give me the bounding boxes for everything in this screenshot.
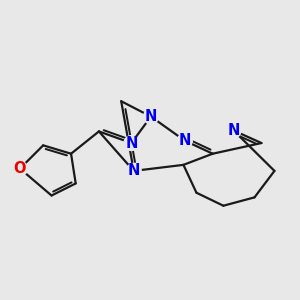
Text: N: N <box>125 136 138 151</box>
Circle shape <box>126 164 141 178</box>
Circle shape <box>13 161 27 176</box>
Text: N: N <box>227 123 240 138</box>
Circle shape <box>124 136 139 151</box>
Text: N: N <box>128 164 140 178</box>
Circle shape <box>226 123 241 138</box>
Text: N: N <box>145 109 157 124</box>
Text: N: N <box>178 133 191 148</box>
Circle shape <box>143 109 158 124</box>
Circle shape <box>177 133 192 148</box>
Text: O: O <box>14 161 26 176</box>
